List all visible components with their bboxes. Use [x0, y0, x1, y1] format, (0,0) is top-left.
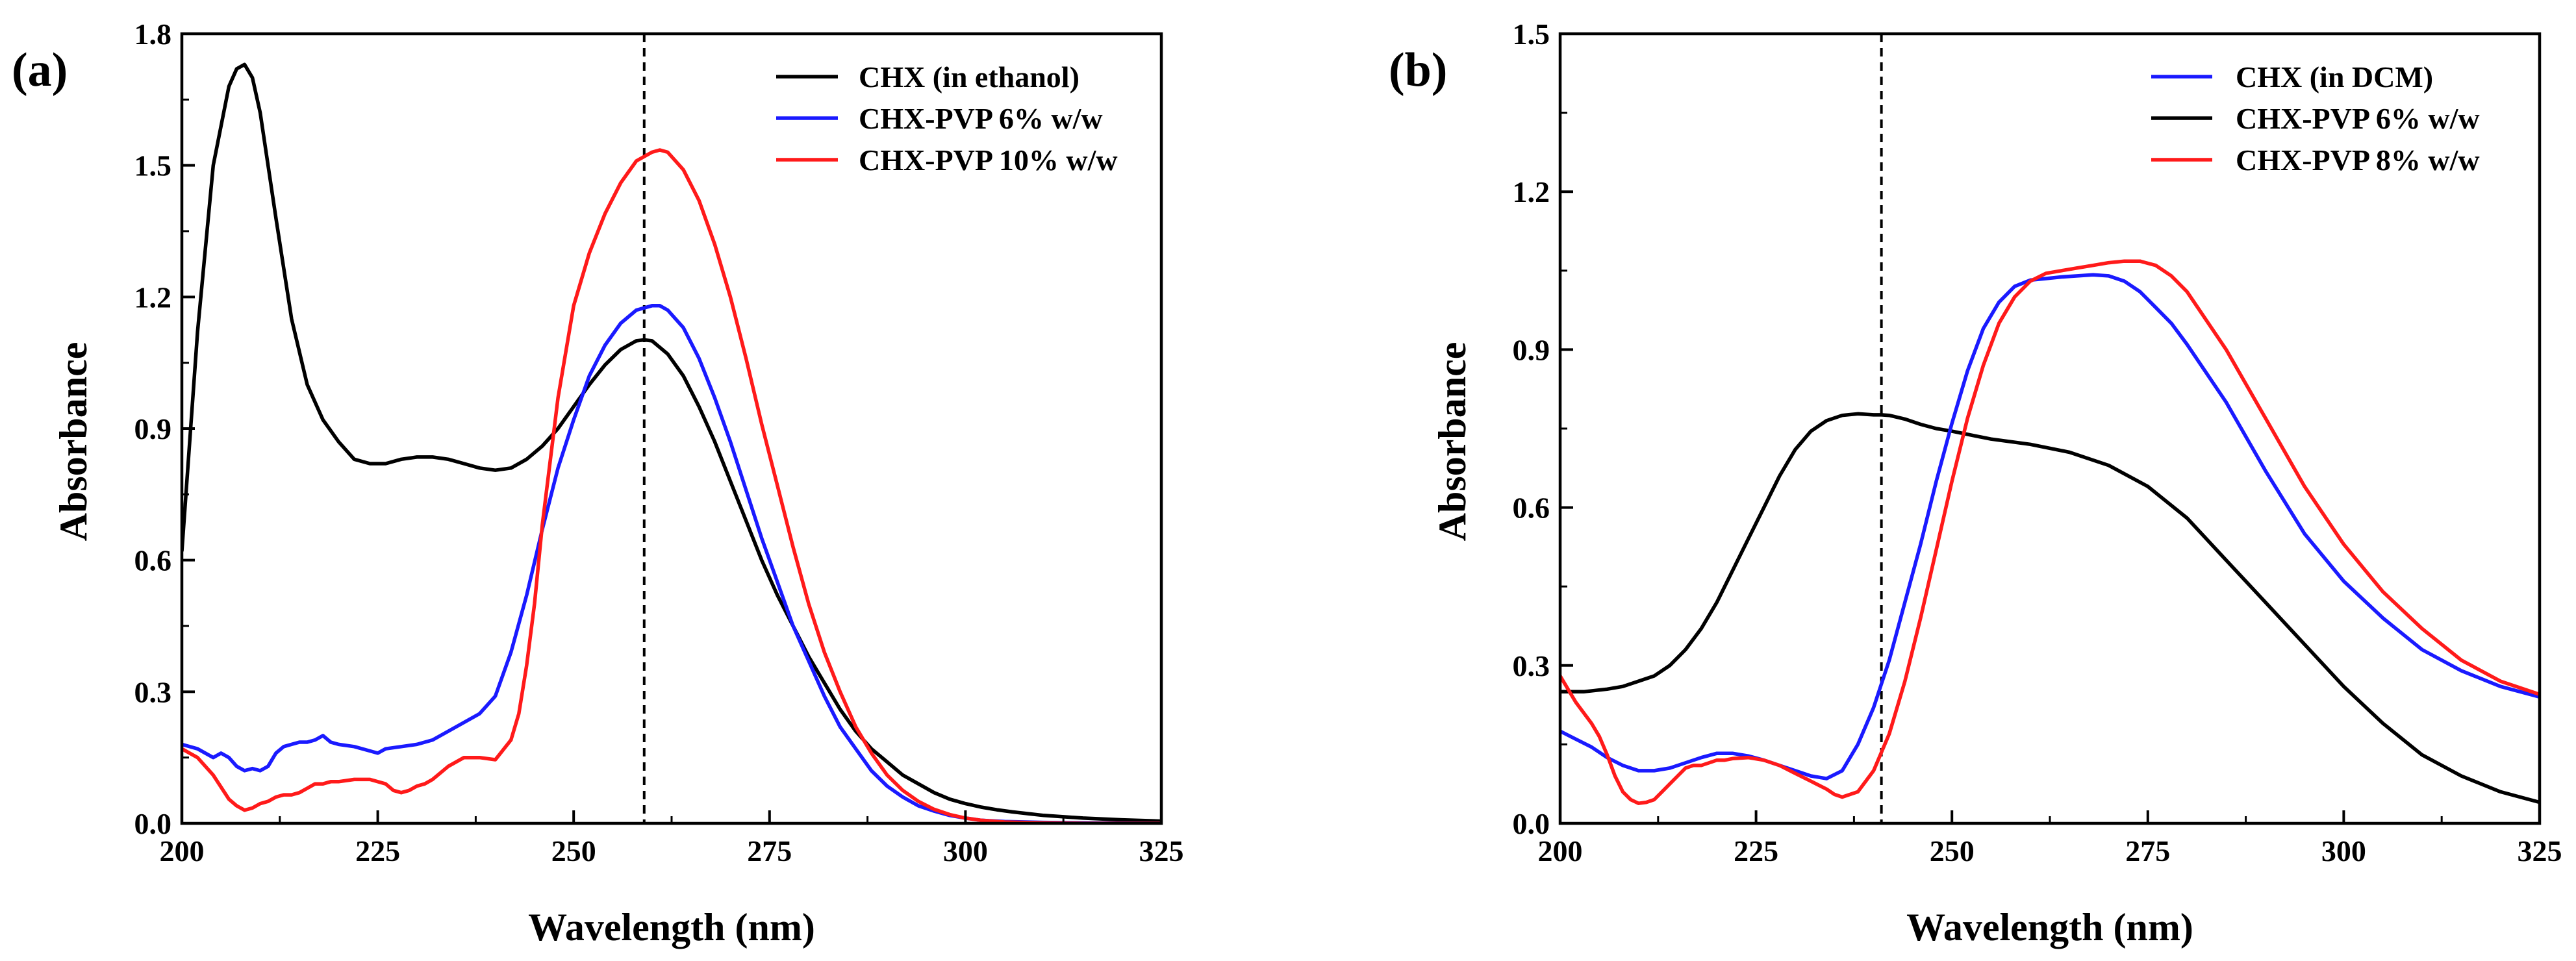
x-tick-label: 200: [1538, 834, 1583, 867]
y-tick-label: 1.5: [1513, 18, 1550, 51]
legend: CHX (in DCM) CHX-PVP 6% w/w CHX-PVP 8% w/w: [2151, 60, 2480, 177]
legend-label: CHX-PVP 8% w/w: [2236, 144, 2480, 177]
legend-label: CHX-PVP 6% w/w: [2236, 102, 2480, 135]
series-line-chx-in-dcm: [1560, 273, 2540, 780]
y-tick-label: 1.2: [1513, 175, 1550, 208]
x-tick-label: 200: [160, 834, 205, 867]
y-tick-label: 0.6: [1513, 492, 1550, 525]
y-tick-label: 0.6: [134, 544, 172, 577]
x-tick-label: 250: [551, 834, 596, 867]
y-tick-label: 1.8: [134, 18, 172, 51]
y-tick-label: 0.3: [134, 675, 172, 708]
x-tick-label: 225: [355, 834, 400, 867]
x-tick-label: 225: [1734, 834, 1778, 867]
series-line-chx-pvp-10-w-w: [182, 148, 1161, 823]
y-tick-label: 0.0: [1513, 807, 1550, 840]
y-tick-label: 0.3: [1513, 649, 1550, 682]
legend-label: CHX-PVP 10% w/w: [859, 144, 1118, 177]
x-tick-label: 325: [1139, 834, 1184, 867]
x-tick-label: 325: [2518, 834, 2562, 867]
x-tick-label: 275: [2125, 834, 2170, 867]
y-axis-title: Absorbance: [52, 342, 95, 542]
x-tick-label: 275: [747, 834, 792, 867]
chart-panel-a: (a) 200 225 250 275 300 325 0.0 0.3 0.6 0.9 1.2 1.5 1…: [12, 18, 1184, 949]
chart-panel-b: (b) 200 225 250 275 300 325 0.0 0.3 0.6 0.9 1.2 1.5 W…: [1389, 18, 2562, 949]
y-tick-label: 1.2: [134, 281, 172, 314]
x-tick-label: 250: [1930, 834, 1975, 867]
series-line-chx-pvp-8-w-w: [1560, 259, 2540, 805]
y-tick-label: 0.0: [134, 807, 172, 840]
series-line-chx-pvp-6-w-w: [182, 304, 1161, 823]
panel-label: (b): [1389, 44, 1447, 97]
legend-label: CHX (in DCM): [2236, 60, 2433, 94]
series-line-chx-pvp-6-w-w: [1560, 412, 2540, 805]
legend-label: CHX (in ethanol): [859, 60, 1080, 94]
legend: CHX (in ethanol) CHX-PVP 6% w/w CHX-PVP 10…: [776, 60, 1118, 177]
x-tick-label: 300: [2321, 834, 2366, 867]
y-axis-title: Absorbance: [1431, 342, 1474, 542]
legend-label: CHX-PVP 6% w/w: [859, 102, 1103, 135]
x-tick-label: 300: [943, 834, 988, 867]
series-line-chx-in-ethanol: [182, 62, 1161, 823]
panel-label: (a): [12, 44, 68, 97]
y-tick-label: 0.9: [134, 412, 172, 445]
y-tick-label: 0.9: [1513, 333, 1550, 366]
x-axis-title: Wavelength (nm): [528, 906, 815, 949]
x-axis-title: Wavelength (nm): [1906, 906, 2193, 949]
y-tick-label: 1.5: [134, 149, 172, 182]
